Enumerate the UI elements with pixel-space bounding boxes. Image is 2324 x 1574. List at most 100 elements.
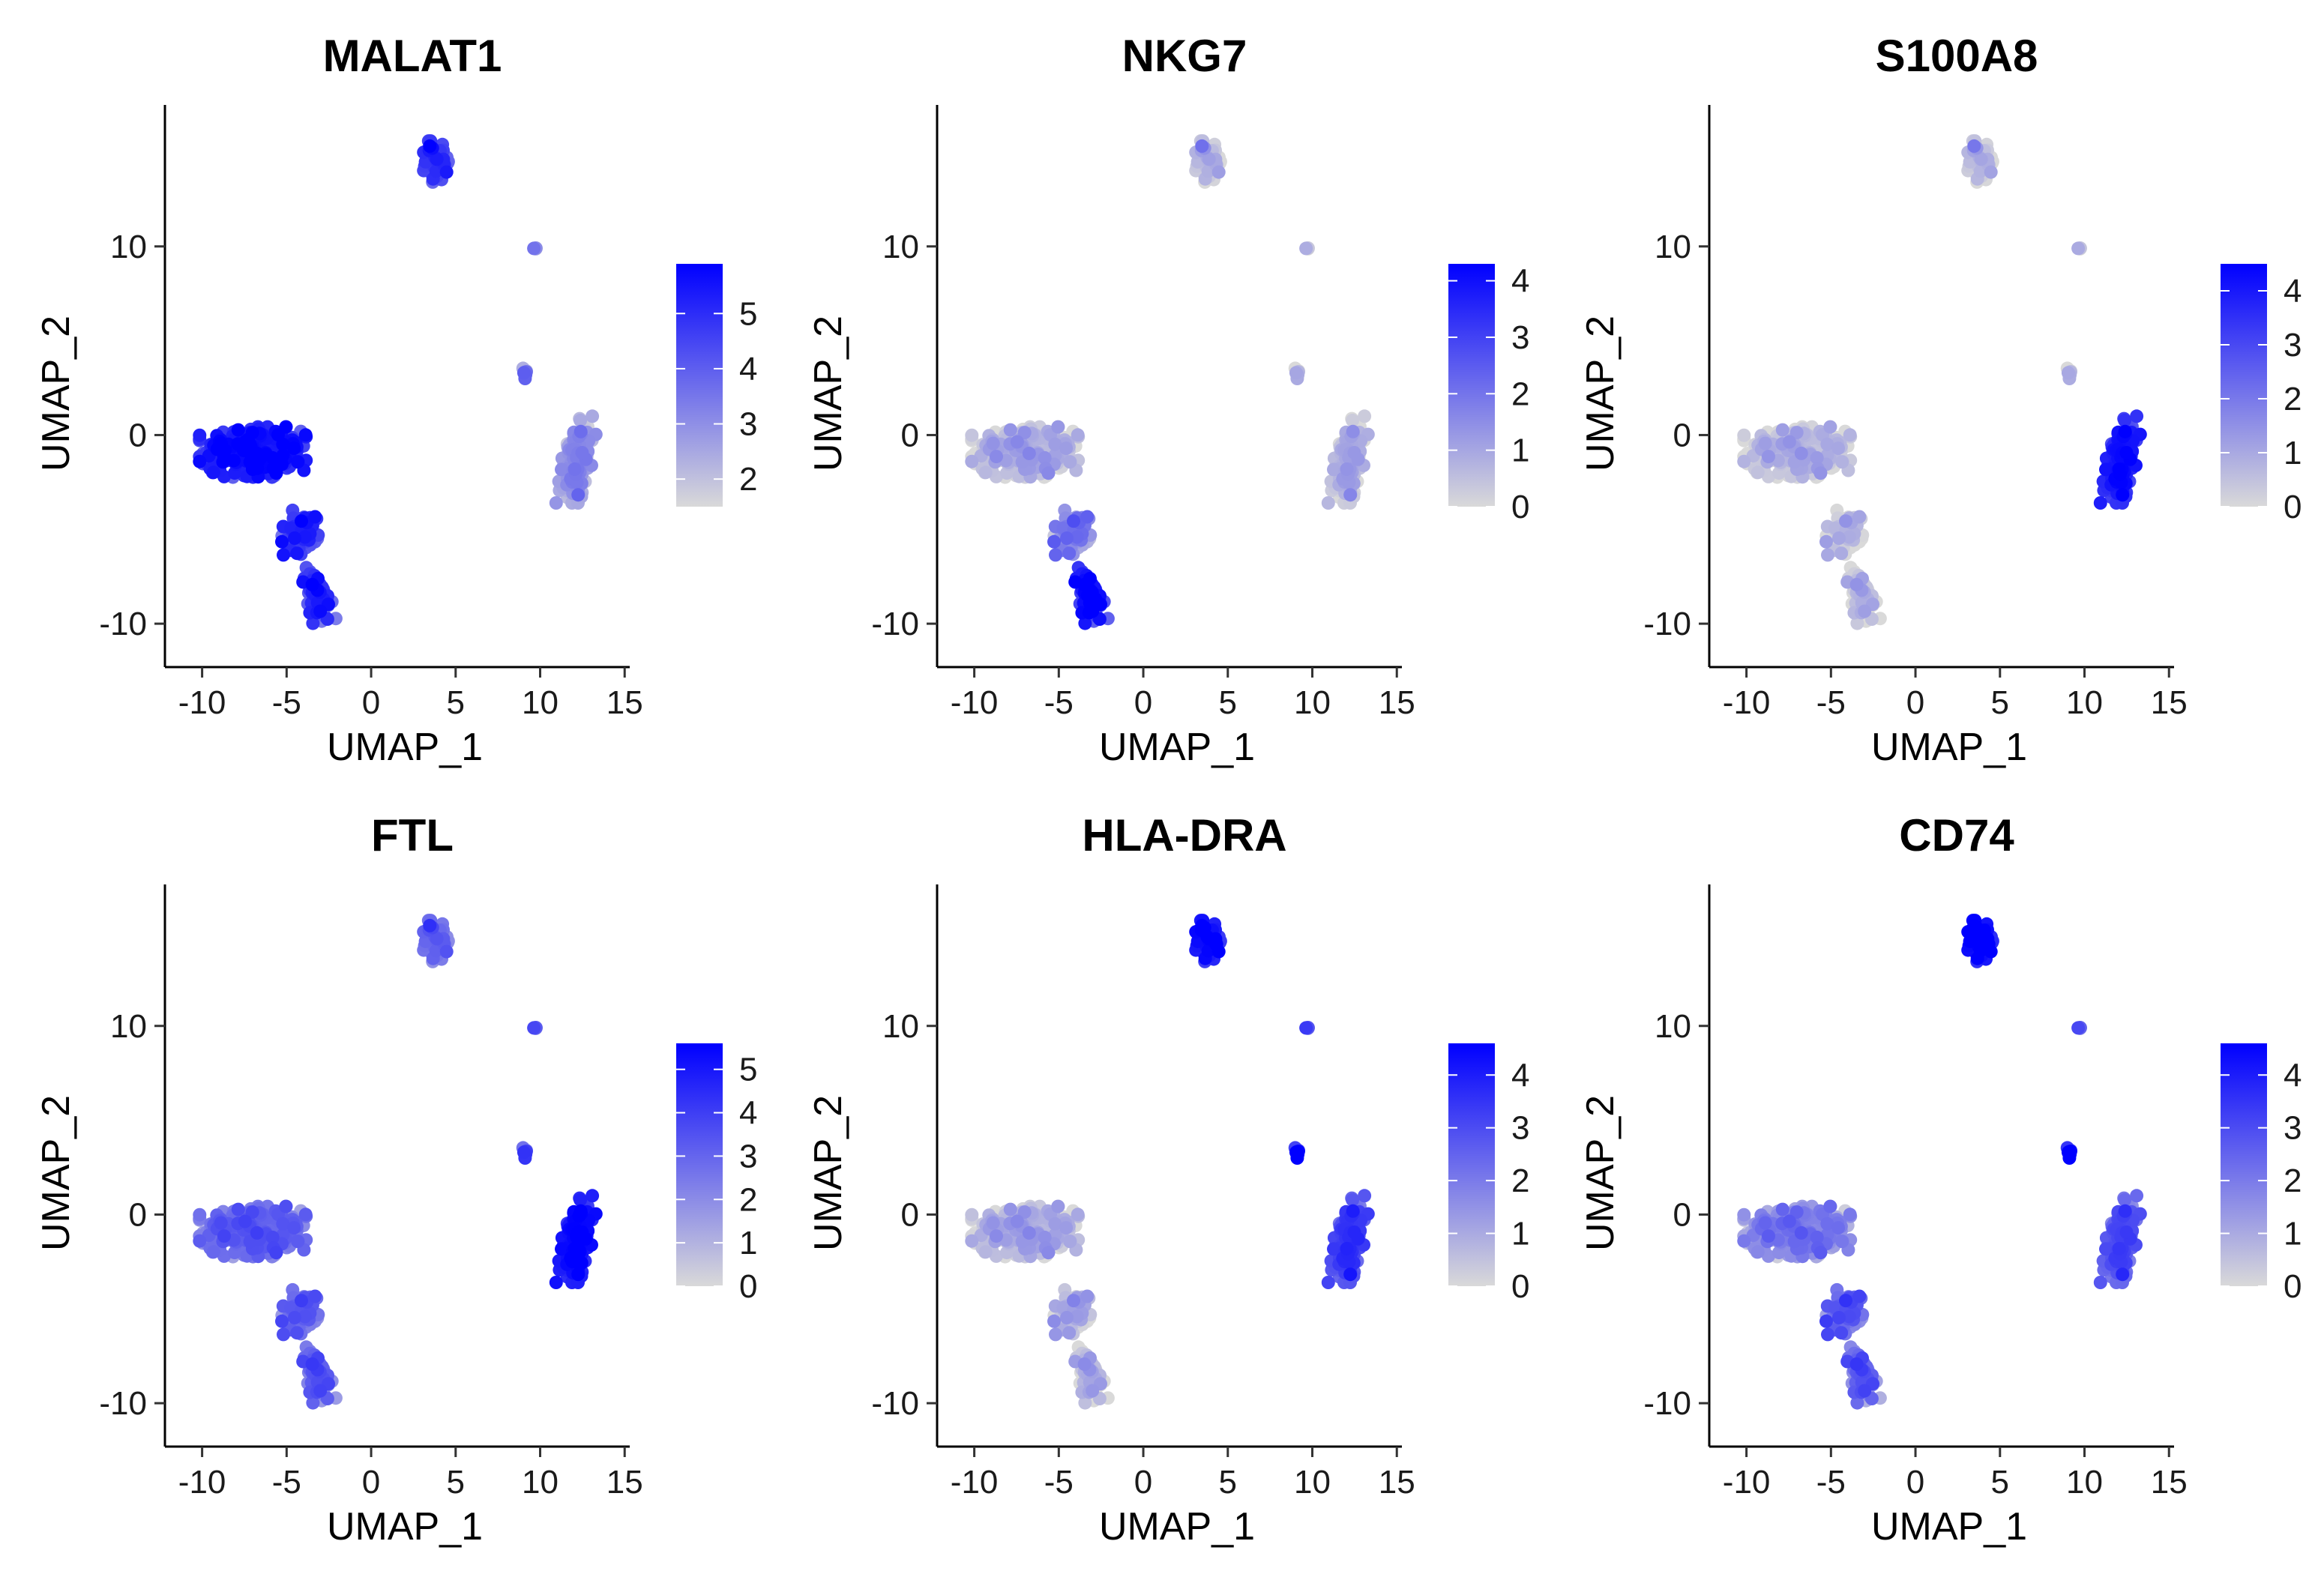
- x-tick-label: -10: [1723, 684, 1771, 721]
- cell-point: [298, 530, 312, 544]
- cell-point: [193, 1207, 207, 1222]
- colorbar-tick-label: 1: [1511, 1216, 1529, 1252]
- cell-point: [1347, 1225, 1361, 1239]
- cell-point: [1041, 1246, 1056, 1260]
- cell-point: [193, 1234, 207, 1248]
- cell-point: [555, 462, 568, 477]
- x-tick-label: 0: [362, 1464, 380, 1501]
- colorbar: [2221, 264, 2267, 507]
- cell-point: [1834, 546, 1849, 561]
- colorbar-tick-label: 1: [2284, 435, 2302, 471]
- cell-point: [1850, 616, 1864, 630]
- cell-point: [965, 454, 979, 468]
- x-tick-label: -10: [178, 1464, 226, 1501]
- cell-point: [1750, 465, 1765, 480]
- panel-title: FTL: [371, 810, 454, 860]
- cell-point: [2099, 462, 2113, 477]
- cell-point: [1832, 531, 1846, 545]
- cell-point: [1047, 534, 1061, 549]
- x-tick-label: 0: [1134, 1464, 1152, 1501]
- cell-point: [1843, 428, 1857, 442]
- colorbar-tick-label: 2: [739, 461, 757, 498]
- cell-point: [2093, 1276, 2107, 1289]
- colorbar-tick-label: 3: [1511, 319, 1529, 356]
- x-axis-label: UMAP_1: [1871, 726, 2027, 769]
- cell-point: [1775, 1202, 1789, 1216]
- colorbar-tick-label: 5: [739, 1052, 757, 1088]
- cell-point: [193, 454, 207, 468]
- cell-point: [226, 453, 241, 468]
- cell-point: [1321, 1276, 1335, 1289]
- y-axis-label: UMAP_2: [1579, 316, 1622, 471]
- cell-point: [1346, 424, 1360, 438]
- cell-point: [574, 424, 588, 438]
- colorbar-tick-label: 1: [1511, 432, 1529, 469]
- cell-point: [1022, 446, 1036, 460]
- cell-point: [238, 1214, 252, 1228]
- cell-point: [1195, 139, 1209, 153]
- cell-point: [2119, 446, 2134, 459]
- cell-point: [1343, 1267, 1358, 1282]
- y-tick-label: 10: [882, 1008, 919, 1045]
- cell-point: [1080, 510, 1095, 524]
- cell-point: [1063, 1234, 1077, 1249]
- panel-title: CD74: [1899, 810, 2014, 860]
- cell-point: [1062, 1326, 1077, 1340]
- cell-point: [298, 1207, 313, 1222]
- cell-point: [1737, 454, 1751, 468]
- x-tick-label: -5: [272, 1464, 301, 1501]
- colorbar-tick-label: 4: [739, 1095, 757, 1132]
- x-tick-label: 15: [1379, 684, 1415, 721]
- cell-point: [1346, 1204, 1360, 1218]
- x-axis-label: UMAP_1: [1099, 1505, 1255, 1549]
- cell-point: [287, 1221, 301, 1235]
- cell-point: [214, 436, 228, 450]
- cell-point: [287, 441, 301, 456]
- cell-point: [1750, 1245, 1765, 1259]
- cell-point: [1823, 1199, 1837, 1213]
- x-tick-label: 10: [1294, 684, 1331, 721]
- y-tick-label: 0: [129, 417, 147, 453]
- cell-point: [439, 944, 454, 959]
- cell-point: [986, 1216, 1000, 1230]
- cell-point: [571, 1242, 585, 1256]
- colorbar-tick-label: 0: [739, 1268, 757, 1305]
- cell-point: [275, 1314, 289, 1328]
- x-axis-label: UMAP_1: [1099, 726, 1255, 769]
- cell-point: [1794, 1225, 1808, 1240]
- cell-point: [1832, 1311, 1846, 1324]
- cell-point: [1060, 1311, 1074, 1324]
- x-tick-label: -10: [178, 684, 226, 721]
- cell-point: [2116, 488, 2130, 502]
- y-tick-label: 10: [110, 1008, 147, 1045]
- cell-point: [1299, 241, 1313, 256]
- x-tick-label: 0: [1906, 684, 1924, 721]
- cell-point: [1062, 546, 1077, 561]
- cell-point: [1835, 455, 1849, 469]
- cell-point: [439, 165, 454, 179]
- cell-point: [570, 1255, 584, 1269]
- x-tick-label: 0: [1134, 684, 1152, 721]
- cell-point: [1086, 1384, 1100, 1398]
- cell-point: [1049, 548, 1062, 562]
- colorbar-tick-label: 2: [1511, 376, 1529, 412]
- cell-point: [265, 450, 280, 465]
- cell-point: [1775, 423, 1789, 437]
- cell-point: [1821, 1327, 1834, 1342]
- cell-point: [1823, 420, 1837, 434]
- cell-point: [277, 548, 290, 562]
- x-axis-label: UMAP_1: [327, 726, 483, 769]
- cell-point: [216, 455, 230, 469]
- x-tick-label: -10: [951, 1464, 999, 1501]
- cell-point: [517, 366, 531, 380]
- cell-point: [1843, 1207, 1857, 1222]
- colorbar-tick-label: 3: [1511, 1110, 1529, 1147]
- cell-point: [206, 1245, 220, 1259]
- cell-point: [1059, 1221, 1074, 1235]
- cell-point: [1737, 1207, 1751, 1222]
- cell-point: [978, 1245, 993, 1259]
- y-tick-label: -10: [99, 1385, 147, 1422]
- cell-point: [298, 428, 313, 442]
- x-tick-label: 10: [1294, 1464, 1331, 1501]
